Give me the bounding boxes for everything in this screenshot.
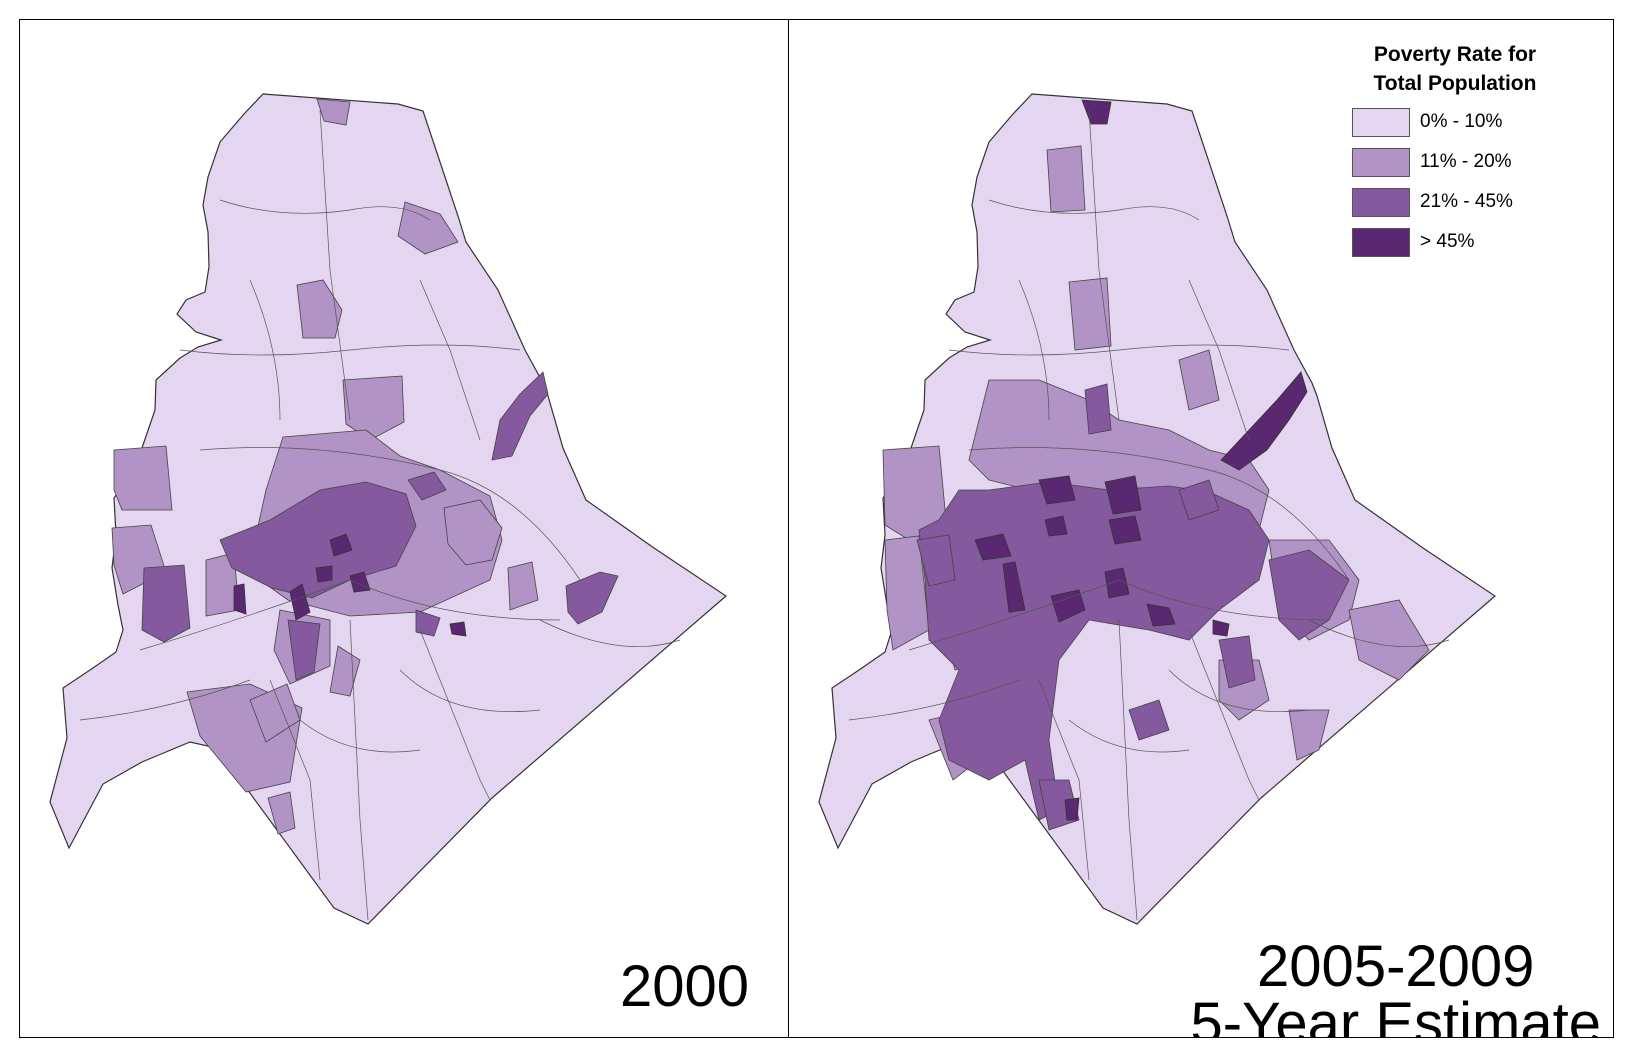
figure-frame <box>19 19 1614 1038</box>
legend-item-11-20: 11% - 20% <box>1350 144 1580 184</box>
legend-item-0-10: 0% - 10% <box>1350 104 1580 144</box>
legend-item-21-45: 21% - 45% <box>1350 184 1580 224</box>
legend-label-11-20: 11% - 20% <box>1420 151 1512 172</box>
legend-label-0-10: 0% - 10% <box>1420 111 1503 132</box>
map-panel-2005-2009: 2005-2009 5-Year Estimate <box>789 20 1613 1037</box>
class-4-tracts <box>233 533 467 637</box>
map-legend: Poverty Rate for Total Population 0% - 1… <box>1350 40 1580 264</box>
year-label-2000: 2000 <box>620 954 750 1019</box>
class-3-tracts <box>141 371 619 681</box>
legend-title-line-1: Poverty Rate for <box>1373 43 1537 66</box>
panel-divider <box>788 19 789 1038</box>
map-panel-2000: 2000 <box>20 20 788 1037</box>
tract-boundaries <box>848 109 1450 921</box>
year-label-2005-2009: 2005-2009 5-Year Estimate <box>1190 934 1601 1038</box>
legend-title-line-2: Total Population <box>1373 72 1537 95</box>
legend-label-over-45: > 45% <box>1420 231 1475 252</box>
county-map-2000 <box>49 93 727 925</box>
legend-swatch-0-10 <box>1352 108 1410 137</box>
legend-swatch-11-20 <box>1352 148 1410 177</box>
year-label-line-2: 5-Year Estimate <box>1190 991 1601 1038</box>
legend-item-over-45: > 45% <box>1350 224 1580 264</box>
county-map-2005-2009 <box>818 93 1496 925</box>
year-label-line-1: 2005-2009 <box>1257 934 1535 999</box>
legend-label-21-45: 21% - 45% <box>1420 191 1513 212</box>
legend-swatch-over-45 <box>1352 228 1410 257</box>
tract-boundaries <box>79 109 681 921</box>
legend-swatch-21-45 <box>1352 188 1410 217</box>
